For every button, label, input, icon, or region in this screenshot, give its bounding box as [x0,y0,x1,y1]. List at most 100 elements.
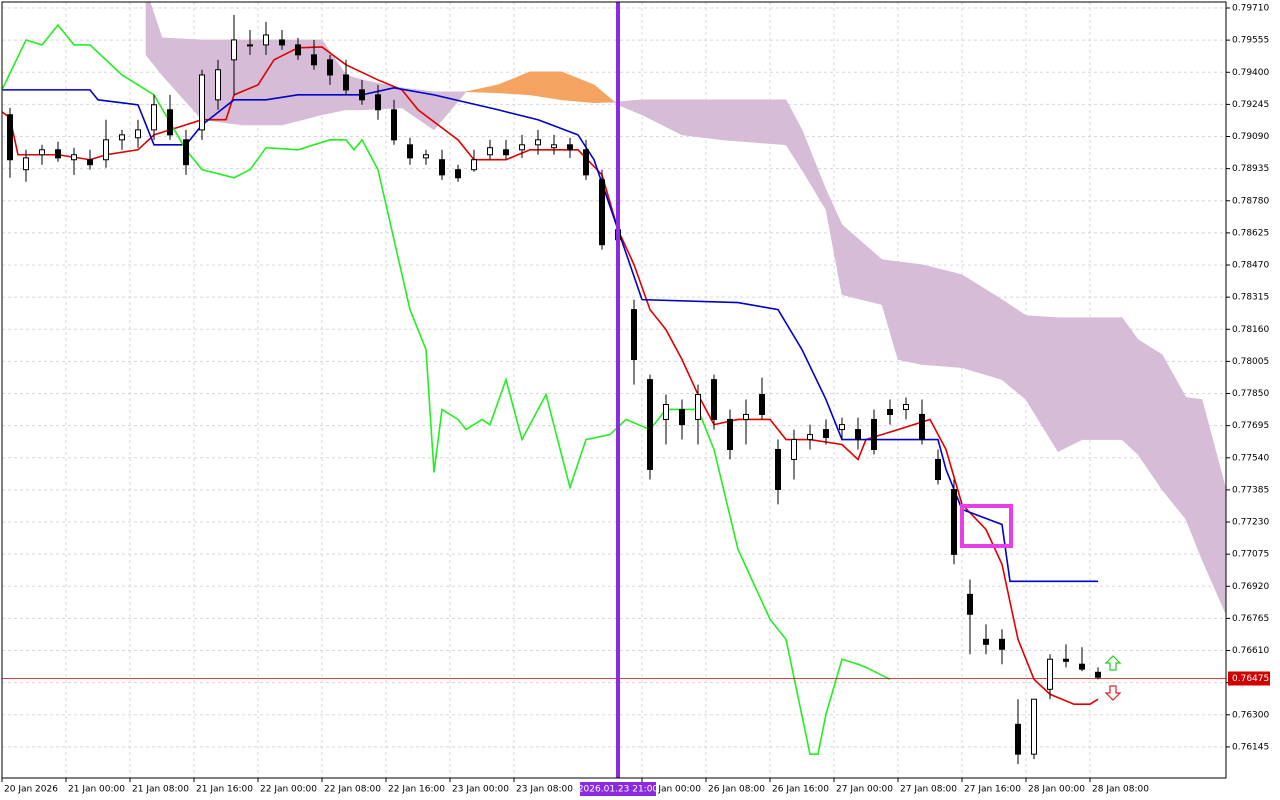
candle-body [967,593,973,615]
candle-body [1063,658,1069,662]
cloud-segment [529,71,563,101]
candle-body [951,488,957,555]
y-tick-label: 0.79710 [1232,4,1269,14]
y-tick-label: 0.78935 [1232,164,1269,174]
candle-body [391,109,397,141]
candle-body [103,139,109,161]
candle-body [551,144,557,149]
candle-body [311,54,317,66]
candle-body [807,434,813,441]
candle-body [183,139,189,166]
candle-body [359,89,365,101]
candle-body [375,94,381,111]
x-tick-label: 27 Jan 08:00 [900,785,957,795]
indicator-line [2,86,1098,583]
y-tick-label: 0.78625 [1232,228,1269,238]
candle-body [791,439,797,460]
candle-body [823,429,829,438]
candle-body [871,418,877,450]
cloud-segment [241,39,283,126]
candle-body [471,159,477,171]
x-tick-label: 22 Jan 08:00 [324,785,381,795]
candle-body [663,404,669,420]
x-tick-label: 28 Jan 08:00 [1092,785,1149,795]
candle-body [711,379,717,420]
cloud-segment [681,99,723,141]
sell-arrow [1104,685,1122,701]
candle-body [983,638,989,645]
candle-body [855,429,861,441]
x-tick-label: 26 Jan 00:00 [644,785,701,795]
price-label-bg [1228,671,1270,686]
y-tick-label: 0.76765 [1232,614,1269,624]
time-marker-label-bg [580,782,656,796]
x-tick-label: 21 Jan 08:00 [132,785,189,795]
cloud-segment [1201,399,1226,615]
candle-body [247,44,253,47]
x-tick-label: 23 Jan 00:00 [452,785,509,795]
cloud-segment [1057,317,1083,453]
y-tick-label: 0.76145 [1232,742,1269,752]
candle-body [215,69,221,101]
candle-body [343,74,349,91]
candle-body [279,39,285,46]
x-tick-label: 27 Jan 00:00 [836,785,893,795]
y-tick-label: 0.79090 [1232,132,1269,142]
plot-area [2,2,1226,778]
x-tick-label: 23 Jan 08:00 [516,785,573,795]
y-tick-label: 0.79555 [1232,36,1269,46]
candle-body [919,413,925,441]
candle-body [1079,663,1085,670]
candle-body [199,74,205,131]
candle-body [695,394,701,420]
candle-body [295,44,301,56]
candle-body [439,159,445,176]
candle-body [327,59,333,76]
x-tick-label: 21 Jan 16:00 [196,785,253,795]
y-tick-label: 0.78780 [1232,196,1269,206]
x-tick-label: 22 Jan 16:00 [388,785,445,795]
candle-body [1031,698,1037,755]
candle-body [119,134,125,141]
candle-body [647,379,653,470]
candle-body [567,144,573,151]
candle-body [743,413,749,420]
price-label: 0.76475 [1232,674,1269,684]
plot-border [1,1,1227,779]
candle-body [727,418,733,450]
y-tick-label: 0.79400 [1232,68,1269,78]
cloud-segment [1121,316,1139,456]
x-tick-label: 28 Jan 00:00 [1028,785,1085,795]
candle-body [887,408,893,415]
candle-body [39,149,45,156]
candle-body [23,157,29,171]
x-tick-label: 26 Jan 16:00 [772,785,829,795]
candle-body [167,109,173,136]
candle-body [519,144,525,151]
x-tick-label: 20 Jan 2026 [4,785,58,795]
x-tick-label: 22 Jan 00:00 [260,785,317,795]
x-tick-label: 27 Jan 16:00 [964,785,1021,795]
cloud-segment [921,264,963,368]
y-tick-label: 0.77850 [1232,389,1269,399]
y-tick-label: 0.77540 [1232,453,1269,463]
candle-body [423,154,429,159]
time-marker-label: 2026.01.23 21:00 [578,785,659,795]
cloud-segment [1081,317,1123,440]
y-tick-label: 0.76300 [1232,710,1269,720]
candle-body [71,154,77,161]
candle-body [583,149,589,176]
candle-body [1047,658,1053,690]
cloud-segment [897,261,923,365]
y-tick-label: 0.76920 [1232,582,1269,592]
y-tick-label: 0.77695 [1232,421,1269,431]
axes: 0.79710 0.79555 0.79400 0.79245 0.79090 0.789… [1,4,1270,796]
candle-body [151,104,157,131]
candle-body [839,424,845,431]
candle-body [935,458,941,481]
y-tick-label: 0.78470 [1232,261,1269,271]
y-tick-label: 0.78005 [1232,357,1269,367]
candle-body [679,408,685,426]
candle-body [1015,723,1021,755]
